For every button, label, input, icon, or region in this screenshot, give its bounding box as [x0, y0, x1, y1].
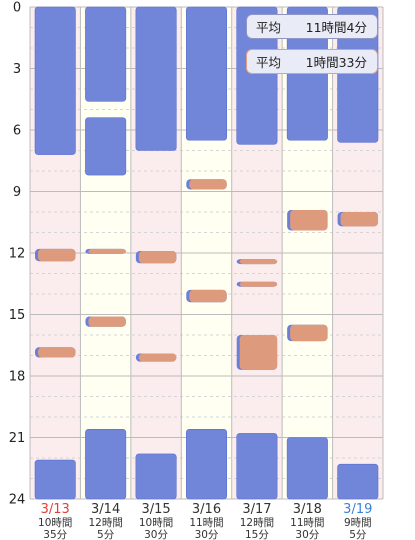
sleep-bar [337, 463, 379, 500]
average-nap-label: 平均 [256, 55, 282, 70]
x-duration-minutes: 30分 [295, 529, 319, 540]
x-duration-hours: 10時間 [38, 517, 72, 529]
average-nap-value: 1時間33分 [305, 55, 367, 70]
nap-bar [138, 250, 177, 264]
x-date-label: 3/13 [41, 502, 70, 517]
x-date-label: 3/16 [192, 502, 221, 517]
x-duration-hours: 12時間 [88, 517, 122, 529]
nap-bar [189, 289, 227, 303]
x-duration-hours: 10時間 [139, 517, 173, 529]
nap-bar [88, 248, 126, 254]
nap-bar [138, 353, 177, 362]
y-tick-label: 6 [13, 124, 21, 139]
sleep-bar [34, 6, 76, 155]
nap-bar [290, 324, 328, 342]
x-duration-hours: 9時間 [344, 517, 372, 529]
sleep-bar [135, 453, 177, 500]
y-tick-label: 0 [13, 1, 21, 16]
x-date-label: 3/18 [293, 502, 322, 517]
sleep-bar [236, 6, 278, 145]
sleep-bar [85, 6, 127, 102]
average-nap-badge: 平均 1時間33分 [246, 49, 378, 74]
x-date-label: 3/15 [141, 502, 170, 517]
nap-bar [88, 316, 126, 327]
x-duration-minutes: 5分 [97, 529, 115, 540]
nap-bar [239, 259, 278, 265]
x-duration-minutes: 35分 [43, 529, 67, 540]
x-duration-hours: 11時間 [290, 517, 324, 529]
sleep-bar [337, 6, 379, 143]
average-sleep-badge: 平均 11時間4分 [246, 14, 378, 39]
x-date-label: 3/14 [91, 502, 120, 517]
x-duration-minutes: 30分 [144, 529, 168, 540]
x-duration-hours: 11時間 [189, 517, 223, 529]
x-duration-minutes: 30分 [195, 529, 219, 540]
average-sleep-value: 11時間4分 [305, 20, 367, 35]
sleep-bar [185, 428, 228, 500]
y-tick-label: 21 [9, 431, 26, 446]
x-duration-minutes: 5分 [349, 529, 367, 540]
nap-bar [38, 248, 76, 262]
x-duration-hours: 12時間 [240, 517, 274, 529]
sleep-bar [34, 459, 76, 500]
y-tick-label: 24 [9, 493, 26, 508]
y-tick-label: 9 [13, 185, 21, 200]
average-sleep-label: 平均 [256, 20, 282, 35]
x-date-label: 3/19 [343, 502, 372, 517]
x-date-label: 3/17 [242, 502, 271, 517]
sleep-bar [286, 437, 328, 500]
y-tick-label: 15 [9, 308, 26, 323]
y-tick-label: 12 [9, 247, 26, 262]
sleep-bar [185, 6, 228, 141]
nap-bar [290, 209, 328, 231]
y-tick-label: 18 [9, 370, 26, 385]
nap-bar [340, 212, 378, 227]
sleep-bar [85, 428, 127, 500]
nap-bar [189, 179, 227, 190]
nap-bar [38, 347, 76, 358]
sleep-bar [135, 6, 177, 151]
y-tick-label: 3 [13, 62, 21, 77]
sleep-bar [236, 433, 278, 500]
x-duration-minutes: 15分 [245, 529, 269, 540]
nap-bar [239, 335, 278, 370]
nap-bar [239, 281, 278, 287]
sleep-bar [85, 117, 127, 176]
